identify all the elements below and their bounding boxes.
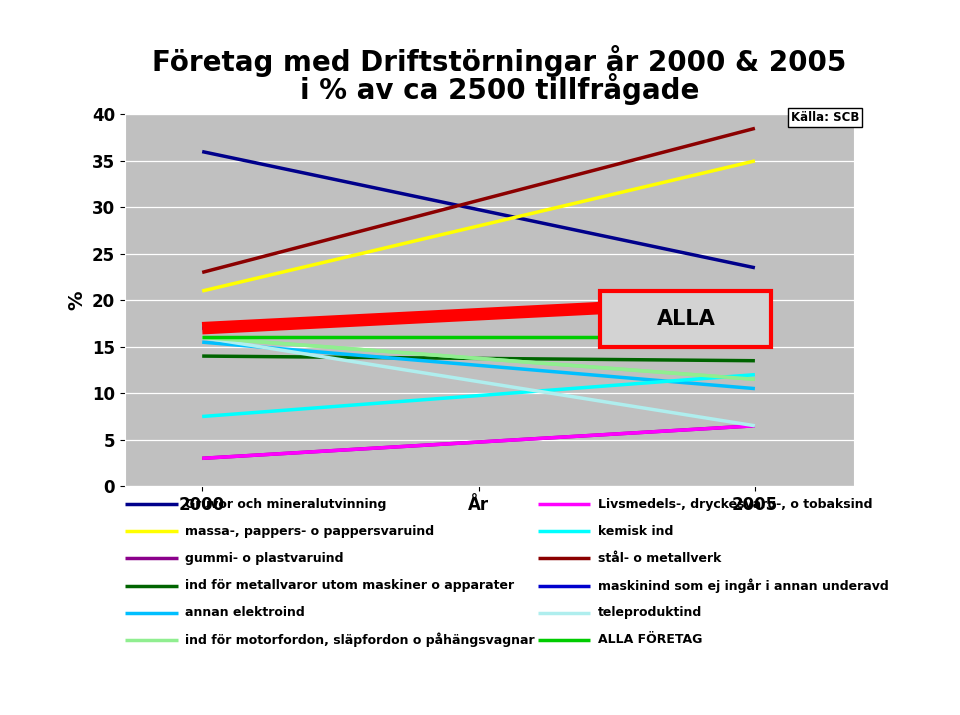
Text: i % av ca 2500 tillfrågade: i % av ca 2500 tillfrågade [300, 74, 699, 105]
Text: ALLA: ALLA [657, 309, 715, 329]
Text: Källa: SCB: Källa: SCB [791, 111, 859, 124]
Text: företagen: företagen [101, 683, 188, 701]
FancyBboxPatch shape [600, 291, 772, 347]
Text: kemisk ind: kemisk ind [598, 525, 674, 538]
Text: ind för motorfordon, släpfordon o påhängsvagnar: ind för motorfordon, släpfordon o påhäng… [185, 633, 535, 647]
Text: stål- o metallverk: stål- o metallverk [598, 552, 722, 565]
Y-axis label: %: % [67, 290, 86, 310]
Text: Gruvor och mineralutvinning: Gruvor och mineralutvinning [185, 498, 387, 511]
Text: ind för metallvaror utom maskiner o apparater: ind för metallvaror utom maskiner o appa… [185, 579, 515, 592]
Text: ✕: ✕ [36, 651, 70, 694]
Text: maskinind som ej ingår i annan underavd: maskinind som ej ingår i annan underavd [598, 578, 889, 593]
Text: annan elektroind: annan elektroind [185, 606, 305, 619]
Text: Livsmedels-, dryckesvaru-, o tobaksind: Livsmedels-, dryckesvaru-, o tobaksind [598, 498, 873, 511]
Text: teleproduktind: teleproduktind [598, 606, 703, 619]
Text: massa-, pappers- o pappersvaruind: massa-, pappers- o pappersvaruind [185, 525, 435, 538]
Text: ALLA FÖRETAG: ALLA FÖRETAG [598, 633, 703, 646]
Text: Företag med Driftstörningar år 2000 & 2005: Företag med Driftstörningar år 2000 & 20… [152, 45, 847, 77]
Text: gummi- o plastvaruind: gummi- o plastvaruind [185, 552, 344, 565]
Text: NDERHÅLLS: NDERHÅLLS [101, 647, 259, 671]
